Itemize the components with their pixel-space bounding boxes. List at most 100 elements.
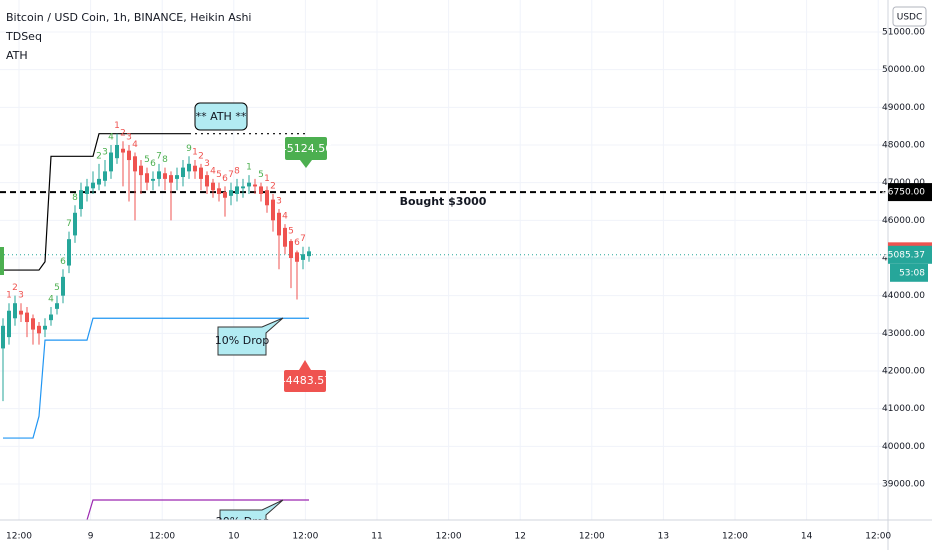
annotation: 45124.56 — [280, 142, 333, 155]
y-tick-label: 48000.00 — [882, 140, 925, 150]
candle-body — [109, 152, 113, 172]
td-label: 4 — [108, 132, 114, 142]
candle-body — [289, 241, 293, 259]
candle-body — [1, 325, 5, 349]
annotation: 10% Drop — [215, 334, 269, 347]
chart-title: Bitcoin / USD Coin, 1h, BINANCE, Heikin … — [6, 11, 252, 24]
y-tick-label: 39000.00 — [882, 480, 925, 490]
td-label: 1 — [192, 148, 198, 158]
y-tick-label: 43000.00 — [882, 329, 925, 339]
td-label: 7 — [66, 219, 72, 229]
candle-body — [229, 190, 233, 196]
candle-body — [169, 175, 173, 183]
td-label: 2 — [270, 181, 276, 191]
callout — [219, 499, 284, 520]
x-tick-label: 12:00 — [6, 532, 32, 542]
td-label: 5 — [54, 283, 60, 293]
candle-body — [127, 150, 131, 161]
candle-body — [175, 175, 179, 179]
td-label: 3 — [204, 159, 210, 169]
td-label: 2 — [12, 283, 18, 293]
price-tag — [888, 245, 932, 264]
x-tick-label: 13 — [658, 532, 669, 542]
candle-body — [157, 171, 161, 179]
candle-body — [49, 314, 53, 321]
td-label: 8 — [162, 155, 168, 165]
grid — [0, 0, 888, 520]
td-label: 8 — [234, 166, 240, 176]
countdown-tag — [890, 263, 928, 282]
candle-body — [235, 186, 239, 194]
y-tick-label: 49000.00 — [882, 103, 925, 113]
candle-body — [25, 312, 29, 323]
candle-body — [85, 186, 89, 194]
td-label: 2 — [120, 129, 126, 139]
x-tick-label: 14 — [801, 532, 813, 542]
x-tick-label: 12:00 — [436, 532, 462, 542]
candle-body — [307, 251, 311, 257]
candles — [1, 133, 311, 402]
label-pointer — [300, 160, 312, 168]
candle-body — [247, 182, 251, 187]
candle-body — [73, 212, 77, 236]
candle-body — [187, 163, 191, 172]
annotation: Bought $3000 — [400, 195, 487, 208]
y-tick-label: 40000.00 — [882, 442, 925, 452]
indicator-lines — [0, 133, 888, 520]
td-label: 4 — [48, 294, 54, 304]
price-tag — [888, 183, 932, 202]
candle-body — [151, 178, 155, 181]
x-tick-label: 12:00 — [865, 532, 891, 542]
td-label: 1 — [246, 163, 252, 173]
td-label: 4 — [210, 166, 216, 176]
candle-body — [205, 175, 209, 187]
td-label: 7 — [228, 170, 234, 180]
td-label: 4 — [132, 140, 138, 150]
currency-button[interactable] — [892, 6, 927, 27]
candle-body — [79, 190, 83, 210]
td-label: 3 — [126, 132, 132, 142]
label-box — [285, 137, 327, 160]
indicator-name: TDSeq — [5, 30, 42, 43]
candle-body — [211, 182, 215, 191]
y-tick-label: 51000.00 — [882, 27, 925, 37]
candle-body — [145, 173, 149, 183]
td-label: 2 — [96, 151, 102, 161]
currency[interactable]: USDC — [897, 13, 923, 23]
y-tick-label: 41000.00 — [882, 404, 925, 414]
candle-body — [37, 325, 41, 334]
y-tick-label: 46000.00 — [882, 216, 925, 226]
td-label: 6 — [60, 257, 66, 267]
candle-body — [91, 182, 95, 189]
candle-body — [133, 156, 137, 172]
candle-body — [259, 186, 263, 194]
candle-body — [67, 239, 71, 266]
td-label: 1 — [264, 174, 270, 184]
y-tick-label: 42000.00 — [882, 367, 925, 377]
candle-body — [103, 171, 107, 181]
td-label: 2 — [198, 151, 204, 161]
candle-body — [61, 276, 65, 296]
candle-body — [115, 144, 119, 159]
candle-body — [13, 303, 17, 319]
td-label: 9 — [186, 144, 192, 154]
candle-body — [223, 192, 227, 198]
candle-body — [55, 303, 59, 309]
annotation: ** ATH ** — [196, 110, 247, 123]
axes: 39000.00 40000.00 41000.00 42000.00 43000.00… — [6, 27, 925, 541]
candle-body — [121, 148, 125, 153]
countdown: 53:08 — [899, 268, 925, 278]
x-tick-label: 12:00 — [722, 532, 748, 542]
td-label: 3 — [102, 148, 108, 158]
td-label: 3 — [18, 291, 24, 301]
x-tick-label: 11 — [371, 532, 382, 542]
label-pointer — [299, 360, 311, 370]
candle-body — [97, 178, 101, 185]
candle-body — [193, 165, 197, 172]
annotation: 44483.57 — [279, 374, 332, 387]
